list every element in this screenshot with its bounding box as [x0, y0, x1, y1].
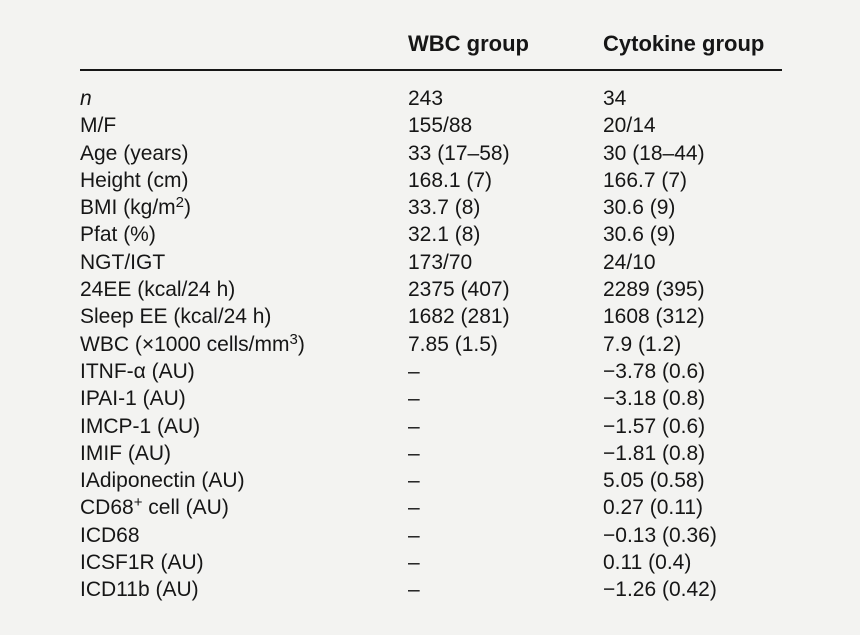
row-label: M/F: [80, 114, 117, 138]
wbc-group-value: 168.1 (7): [408, 168, 493, 192]
wbc-group-value: 243: [408, 87, 444, 110]
row-label: Sleep EE (kcal/24 h): [80, 305, 272, 329]
row-label: ITNF-α (AU): [80, 359, 195, 383]
stats-table: WBC group Cytokine group n 243 34 M/F 155/88…: [80, 28, 782, 604]
cytokine-group-value: 24/10: [603, 250, 656, 274]
wbc-group-value: –: [408, 441, 420, 465]
row-label: BMI (kg/m2): [80, 194, 192, 220]
cytokine-group-value: 20/14: [603, 114, 656, 138]
superscript: +: [133, 494, 143, 512]
table-header: WBC group Cytokine group: [80, 28, 782, 70]
row-label: Pfat (%): [80, 223, 156, 247]
table-row: Sleep EE (kcal/24 h) 1682 (281) 1608 (312): [80, 303, 782, 330]
col-header-blank: [80, 28, 408, 70]
wbc-group-value: 7.85 (1.5): [408, 332, 498, 356]
row-label: ICD11b (AU): [80, 578, 199, 602]
table-row: M/F 155/88 20/14: [80, 112, 782, 139]
row-label: 24EE (kcal/24 h): [80, 278, 236, 302]
table-row: WBC (×1000 cells/mm3) 7.85 (1.5) 7.9 (1.2): [80, 331, 782, 358]
row-label: CD68+ cell (AU): [80, 494, 229, 520]
cytokine-group-value: 30.6 (9): [603, 223, 676, 247]
cytokine-group-value: 2289 (395): [603, 278, 705, 302]
cytokine-group-value: −1.57 (0.6): [603, 414, 706, 438]
wbc-group-value: –: [408, 523, 420, 547]
wbc-group-value: 1682 (281): [408, 305, 510, 329]
wbc-group-value: –: [408, 551, 420, 575]
cytokine-group-value: 0.27 (0.11): [603, 496, 704, 520]
table-row: ICD11b (AU) – −1.26 (0.42): [80, 576, 782, 603]
cytokine-group-value: 5.05 (0.58): [603, 469, 705, 493]
wbc-group-value: –: [408, 496, 420, 520]
wbc-group-value: 32.1 (8): [408, 223, 481, 247]
wbc-group-value: 155/88: [408, 114, 473, 138]
table-row: n 243 34: [80, 70, 782, 112]
row-label: NGT/IGT: [80, 250, 166, 274]
wbc-group-value: –: [408, 359, 420, 383]
cytokine-group-value: −3.18 (0.8): [603, 387, 706, 411]
table-row: ICD68 – −0.13 (0.36): [80, 522, 782, 549]
table-row: ICSF1R (AU) – 0.11 (0.4): [80, 549, 782, 576]
superscript: 2: [175, 194, 185, 212]
wbc-group-value: 173/70: [408, 250, 473, 274]
row-label: n: [80, 87, 92, 110]
row-label: WBC (×1000 cells/mm3): [80, 330, 305, 356]
cytokine-group-value: −3.78 (0.6): [603, 359, 706, 383]
cytokine-group-value: −0.13 (0.36): [603, 523, 717, 547]
table-row: BMI (kg/m2) 33.7 (8) 30.6 (9): [80, 194, 782, 221]
row-label: ICSF1R (AU): [80, 551, 204, 575]
row-label: IMIF (AU): [80, 441, 171, 465]
row-label: IPAI-1 (AU): [80, 387, 186, 411]
table-row: IMIF (AU) – −1.81 (0.8): [80, 440, 782, 467]
wbc-group-value: –: [408, 469, 420, 493]
cytokine-group-value: −1.26 (0.42): [603, 578, 717, 602]
row-label: IMCP-1 (AU): [80, 414, 201, 438]
superscript: 3: [289, 330, 298, 348]
wbc-group-value: 33.7 (8): [408, 196, 481, 220]
wbc-group-value: –: [408, 578, 420, 602]
col-header-wbc-group: WBC group: [408, 31, 529, 56]
cytokine-group-value: 7.9 (1.2): [603, 332, 682, 356]
table-row: IAdiponectin (AU) – 5.05 (0.58): [80, 467, 782, 494]
cytokine-group-value: 34: [603, 87, 627, 110]
table-row: CD68+ cell (AU) – 0.27 (0.11): [80, 494, 782, 521]
row-label: IAdiponectin (AU): [80, 469, 245, 493]
col-header-cytokine-group: Cytokine group: [603, 31, 765, 56]
table-row: IPAI-1 (AU) – −3.18 (0.8): [80, 385, 782, 412]
wbc-group-value: 33 (17–58): [408, 141, 510, 165]
table-row: IMCP-1 (AU) – −1.57 (0.6): [80, 413, 782, 440]
table-row: Pfat (%) 32.1 (8) 30.6 (9): [80, 221, 782, 248]
table-row: Height (cm) 168.1 (7) 166.7 (7): [80, 167, 782, 194]
table-row: ITNF-α (AU) – −3.78 (0.6): [80, 358, 782, 385]
row-label: Height (cm): [80, 168, 189, 192]
table-row: Age (years) 33 (17–58) 30 (18–44): [80, 140, 782, 167]
cytokine-group-value: 166.7 (7): [603, 168, 688, 192]
row-label: Age (years): [80, 141, 189, 165]
cytokine-group-value: 30.6 (9): [603, 196, 676, 220]
table-body: n 243 34 M/F 155/88 20/14 Age (years) 33 (17–58…: [80, 70, 782, 604]
cytokine-group-value: 1608 (312): [603, 305, 705, 329]
cytokine-group-value: 30 (18–44): [603, 141, 705, 165]
table-row: 24EE (kcal/24 h) 2375 (407) 2289 (395): [80, 276, 782, 303]
row-label: ICD68: [80, 523, 140, 547]
subject-characteristics-table: WBC group Cytokine group n 243 34 M/F 155/88…: [80, 28, 782, 604]
header-row: WBC group Cytokine group: [80, 28, 782, 70]
wbc-group-value: 2375 (407): [408, 278, 510, 302]
cytokine-group-value: 0.11 (0.4): [603, 551, 692, 575]
wbc-group-value: –: [408, 387, 420, 411]
cytokine-group-value: −1.81 (0.8): [603, 441, 706, 465]
wbc-group-value: –: [408, 414, 420, 438]
table-row: NGT/IGT 173/70 24/10: [80, 249, 782, 276]
